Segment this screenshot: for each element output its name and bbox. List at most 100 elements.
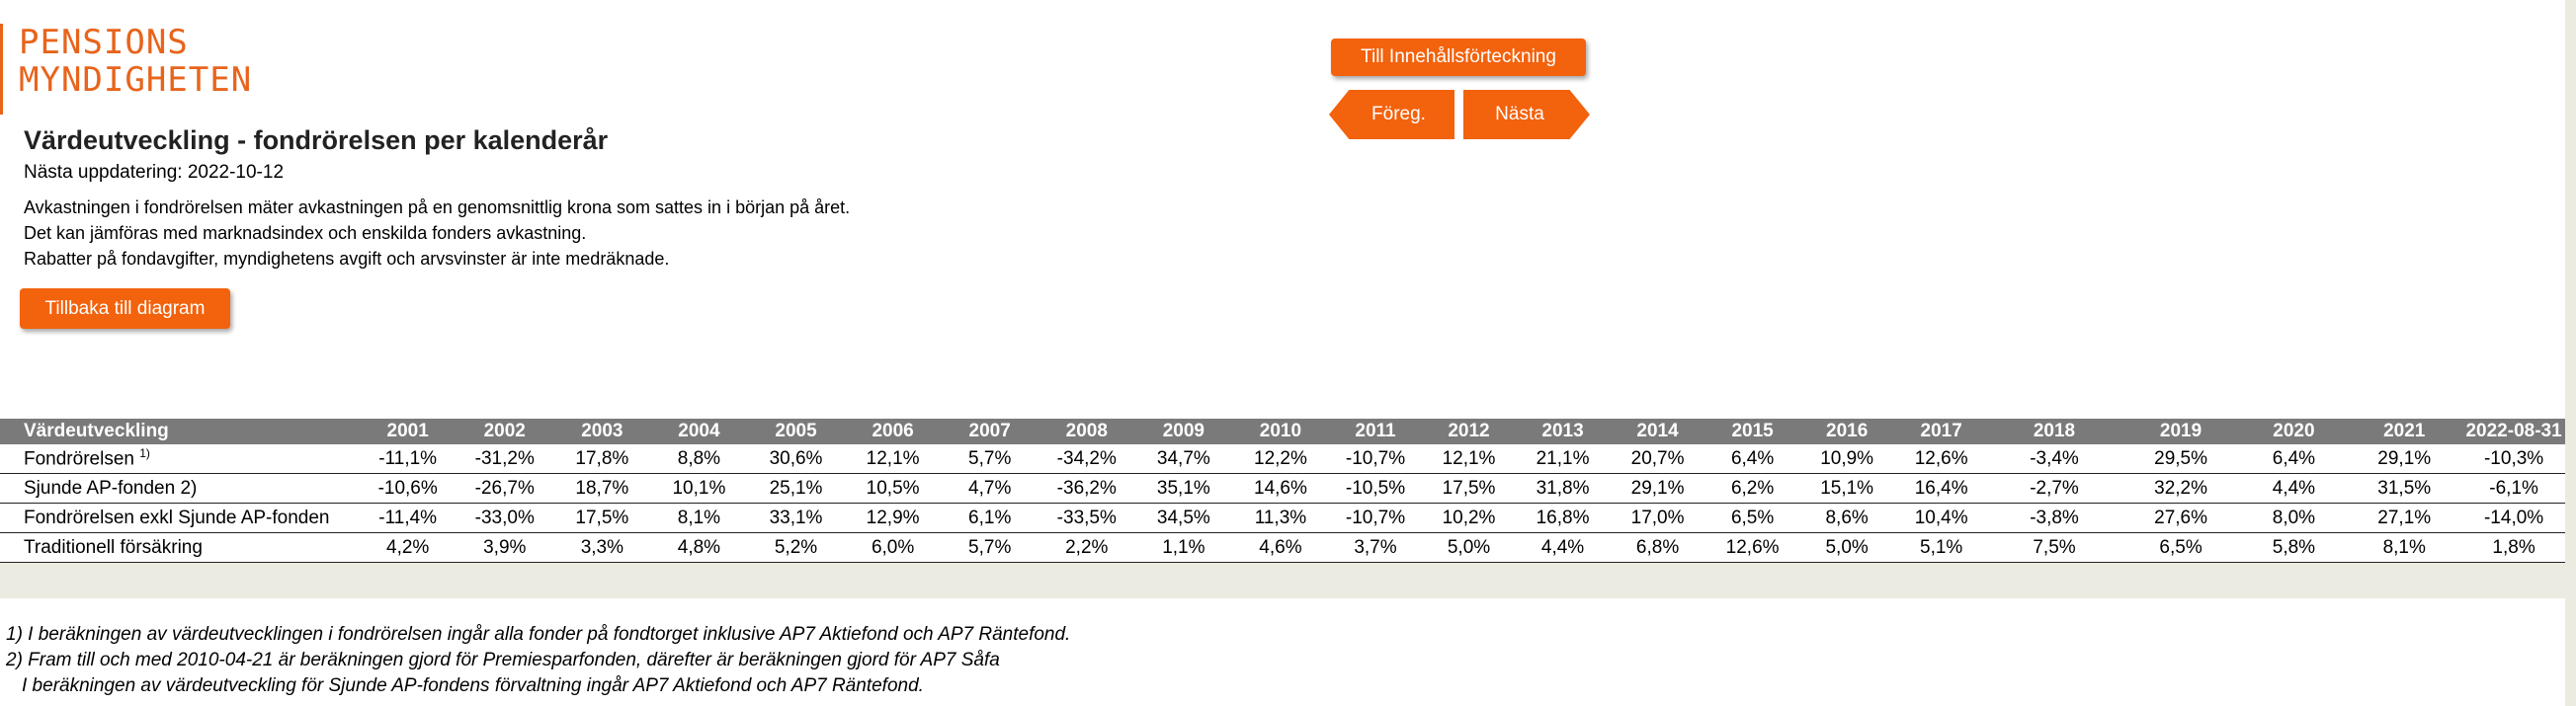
footnote-2-continued: I beräkningen av värdeutveckling för Sju… — [22, 675, 924, 696]
value-cell: 27,6% — [2119, 503, 2242, 533]
value-cell: 17,5% — [553, 503, 651, 533]
year-header: 2003 — [553, 419, 651, 444]
value-cell: -14,0% — [2462, 503, 2565, 533]
value-cell: 34,5% — [1134, 503, 1233, 533]
value-cell: 4,4% — [2241, 473, 2347, 504]
value-cell: 5,2% — [747, 532, 845, 563]
description: Avkastningen i fondrörelsen mäter avkast… — [24, 195, 850, 272]
footnotes-area — [0, 598, 2565, 706]
value-cell: 20,7% — [1610, 444, 1705, 474]
year-header: 2005 — [747, 419, 845, 444]
value-cell: 4,7% — [941, 473, 1039, 504]
year-header: 2016 — [1799, 419, 1894, 444]
value-cell: -10,6% — [359, 473, 457, 504]
value-cell: 8,1% — [650, 503, 748, 533]
value-cell: 34,7% — [1134, 444, 1233, 474]
value-cell: 6,2% — [1704, 473, 1800, 504]
pensionsmyndigheten-logo: PENSIONS MYNDIGHETEN — [0, 24, 252, 115]
value-cell: 17,0% — [1610, 503, 1705, 533]
value-cell: 27,1% — [2346, 503, 2463, 533]
year-header: 2001 — [359, 419, 457, 444]
value-cell: 35,1% — [1134, 473, 1233, 504]
value-cell: 17,8% — [553, 444, 651, 474]
value-cell: 5,1% — [1893, 532, 1989, 563]
back-to-diagram-button[interactable]: Tillbaka till diagram — [20, 288, 230, 329]
value-cell: 6,0% — [844, 532, 942, 563]
value-cell: 30,6% — [747, 444, 845, 474]
value-cell: 2,2% — [1038, 532, 1135, 563]
value-cell: -33,5% — [1038, 503, 1135, 533]
value-cell: 32,2% — [2119, 473, 2242, 504]
value-cell: 12,1% — [1422, 444, 1516, 474]
year-header: 2010 — [1232, 419, 1329, 444]
returns-table: Värdeutveckling 2001 2002 2003 2004 2005 2006… — [0, 419, 2565, 563]
value-cell: -10,5% — [1328, 473, 1423, 504]
previous-page-button[interactable]: Föreg. — [1329, 90, 1454, 139]
value-cell: 12,9% — [844, 503, 942, 533]
value-cell: 8,1% — [2346, 532, 2463, 563]
value-cell: 6,4% — [2241, 444, 2347, 474]
value-cell: -2,7% — [1988, 473, 2120, 504]
value-cell: 6,5% — [1704, 503, 1800, 533]
value-cell: 12,1% — [844, 444, 942, 474]
year-header: 2008 — [1038, 419, 1135, 444]
next-page-button[interactable]: Nästa — [1463, 90, 1590, 139]
row-label: Sjunde AP-fonden 2) — [24, 477, 198, 499]
page-title: Värdeutveckling - fondrörelsen per kalen… — [24, 125, 609, 155]
row-label: Fondrörelsen — [24, 448, 134, 470]
value-cell: -10,3% — [2462, 444, 2565, 474]
description-line: Rabatter på fondavgifter, myndighetens a… — [24, 249, 670, 269]
year-header: 2004 — [650, 419, 748, 444]
value-cell: 1,8% — [2462, 532, 2565, 563]
table-row: Fondrörelsen 1) -11,1% -31,2% 17,8% 8,8% 30,6… — [0, 444, 2565, 474]
value-cell: -34,2% — [1038, 444, 1135, 474]
value-cell: 3,7% — [1328, 532, 1423, 563]
value-cell: -31,2% — [456, 444, 554, 474]
value-cell: 10,9% — [1799, 444, 1894, 474]
header-label: Värdeutveckling — [0, 419, 360, 444]
value-cell: 6,8% — [1610, 532, 1705, 563]
value-cell: 33,1% — [747, 503, 845, 533]
value-cell: 21,1% — [1515, 444, 1611, 474]
row-label-cell: Fondrörelsen exkl Sjunde AP-fonden — [0, 503, 360, 533]
value-cell: 14,6% — [1232, 473, 1329, 504]
returns-table-area: Värdeutveckling 2001 2002 2003 2004 2005 2006… — [0, 419, 2565, 598]
value-cell: 5,8% — [2241, 532, 2347, 563]
value-cell: -33,0% — [456, 503, 554, 533]
value-cell: 25,1% — [747, 473, 845, 504]
value-cell: 29,5% — [2119, 444, 2242, 474]
value-cell: -3,8% — [1988, 503, 2120, 533]
value-cell: 4,2% — [359, 532, 457, 563]
table-row: Fondrörelsen exkl Sjunde AP-fonden -11,4%… — [0, 503, 2565, 533]
value-cell: 31,8% — [1515, 473, 1611, 504]
value-cell: 4,8% — [650, 532, 748, 563]
value-cell: 6,4% — [1704, 444, 1800, 474]
value-cell: 8,0% — [2241, 503, 2347, 533]
value-cell: 4,4% — [1515, 532, 1611, 563]
value-cell: -10,7% — [1328, 444, 1423, 474]
year-header: 2015 — [1704, 419, 1800, 444]
year-header: 2022-08-31 — [2462, 419, 2565, 444]
value-cell: 3,9% — [456, 532, 554, 563]
value-cell: 5,0% — [1422, 532, 1516, 563]
value-cell: 1,1% — [1134, 532, 1233, 563]
value-cell: -36,2% — [1038, 473, 1135, 504]
value-cell: 12,2% — [1232, 444, 1329, 474]
value-cell: -11,4% — [359, 503, 457, 533]
value-cell: 6,1% — [941, 503, 1039, 533]
value-cell: 10,2% — [1422, 503, 1516, 533]
value-cell: 4,6% — [1232, 532, 1329, 563]
logo-line-1: PENSIONS — [19, 23, 189, 62]
value-cell: 5,7% — [941, 532, 1039, 563]
value-cell: 3,3% — [553, 532, 651, 563]
value-cell: 18,7% — [553, 473, 651, 504]
value-cell: 8,8% — [650, 444, 748, 474]
logo-line-2: MYNDIGHETEN — [19, 60, 253, 100]
description-line: Det kan jämföras med marknadsindex och e… — [24, 223, 587, 243]
table-row: Traditionell försäkring 4,2% 3,9% 3,3% 4,8% 5… — [0, 532, 2565, 563]
table-of-contents-button[interactable]: Till Innehållsförteckning — [1331, 39, 1586, 76]
row-label: Fondrörelsen exkl Sjunde AP-fonden — [24, 507, 330, 528]
value-cell: 16,4% — [1893, 473, 1989, 504]
value-cell: 10,5% — [844, 473, 942, 504]
description-line: Avkastningen i fondrörelsen mäter avkast… — [24, 197, 851, 217]
